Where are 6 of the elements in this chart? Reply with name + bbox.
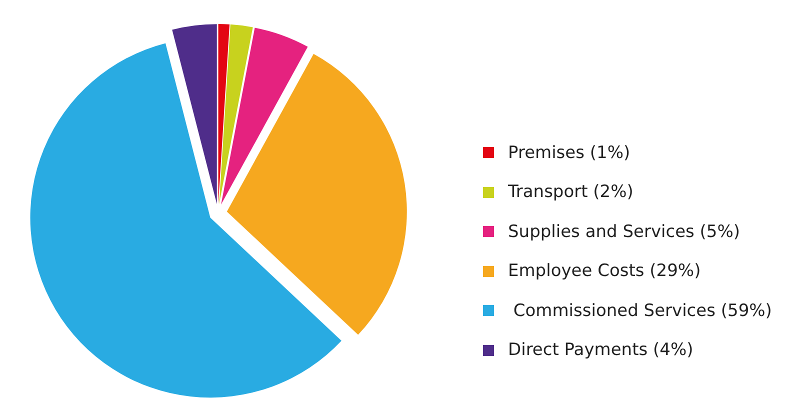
legend-label: Employee Costs (29%)	[508, 261, 701, 282]
legend-label: Commissioned Services (59%)	[512, 300, 772, 321]
legend-label: Direct Payments (4%)	[508, 340, 694, 360]
legend-label: Transport (2%)	[508, 182, 634, 202]
legend-label: Supplies and Services (5%)	[508, 222, 740, 242]
legend-label: Premises (1%)	[508, 142, 630, 163]
